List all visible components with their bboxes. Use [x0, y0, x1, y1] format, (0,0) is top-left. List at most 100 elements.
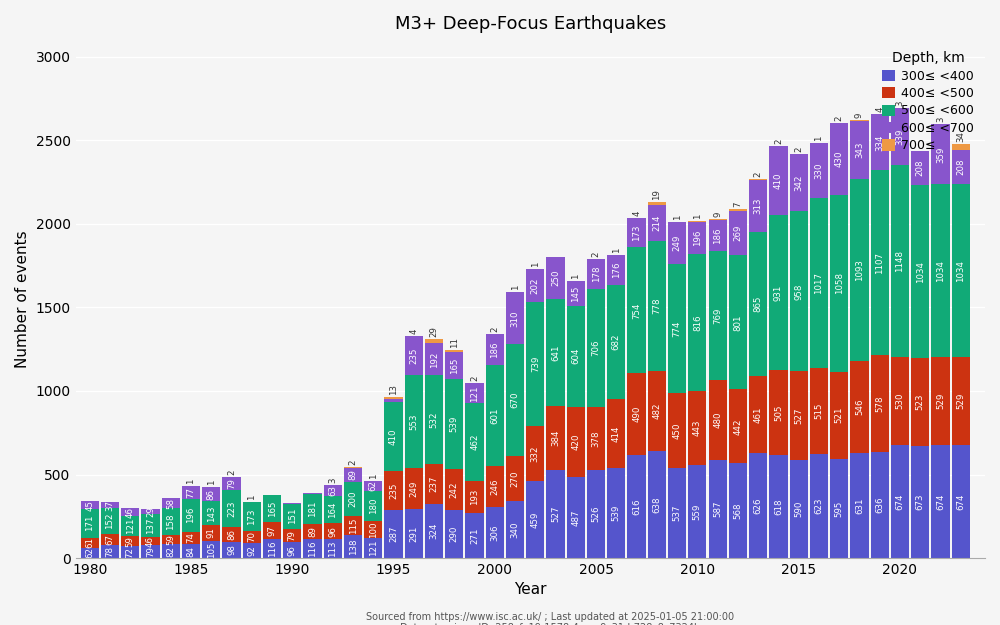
Text: 595: 595: [835, 500, 844, 516]
Title: M3+ Deep-Focus Earthquakes: M3+ Deep-Focus Earthquakes: [395, 15, 666, 33]
Text: 58: 58: [166, 498, 175, 509]
Bar: [425, 376, 443, 464]
Text: 480: 480: [713, 412, 722, 428]
Bar: [324, 523, 342, 539]
Text: 384: 384: [551, 430, 560, 446]
Bar: [526, 269, 544, 302]
Bar: [952, 144, 970, 149]
Bar: [749, 179, 767, 232]
Bar: [546, 470, 565, 558]
Bar: [506, 456, 524, 501]
Bar: [931, 124, 950, 184]
Text: 604: 604: [571, 348, 580, 364]
Text: 270: 270: [511, 471, 520, 487]
Bar: [324, 485, 342, 496]
Text: 67: 67: [105, 534, 114, 545]
Bar: [627, 455, 646, 558]
Bar: [790, 459, 808, 558]
Text: 9: 9: [713, 211, 722, 217]
Bar: [769, 455, 788, 558]
Text: 1: 1: [693, 214, 702, 219]
Text: 96: 96: [328, 526, 337, 537]
Text: 82: 82: [166, 546, 175, 557]
Text: 2: 2: [592, 251, 601, 257]
Text: 86: 86: [227, 529, 236, 540]
Bar: [567, 477, 585, 558]
Text: 116: 116: [308, 540, 317, 557]
Bar: [121, 508, 139, 516]
Text: 250: 250: [551, 269, 560, 286]
Bar: [101, 509, 119, 534]
Bar: [364, 521, 382, 538]
Bar: [243, 531, 261, 542]
Text: 165: 165: [268, 501, 277, 517]
Text: 1: 1: [531, 261, 540, 266]
Bar: [871, 170, 889, 355]
Text: 641: 641: [551, 344, 560, 361]
Text: 578: 578: [875, 395, 884, 412]
Text: 287: 287: [389, 526, 398, 542]
Bar: [121, 516, 139, 536]
Text: 269: 269: [733, 225, 742, 241]
Bar: [526, 481, 544, 558]
Text: 527: 527: [551, 506, 560, 522]
Text: 115: 115: [349, 517, 358, 534]
Text: 121: 121: [126, 518, 135, 534]
Text: 37: 37: [105, 500, 114, 511]
Text: 931: 931: [774, 284, 783, 301]
Text: 62: 62: [85, 548, 94, 558]
Bar: [850, 361, 869, 452]
Text: 96: 96: [288, 544, 297, 556]
Text: 515: 515: [814, 402, 823, 419]
Bar: [607, 285, 625, 399]
Bar: [222, 477, 241, 490]
Bar: [668, 393, 686, 468]
Bar: [607, 399, 625, 468]
Text: 186: 186: [713, 228, 722, 244]
Text: 340: 340: [511, 521, 520, 538]
Text: 443: 443: [693, 419, 702, 436]
Text: 180: 180: [369, 498, 378, 514]
Text: 72: 72: [126, 547, 135, 558]
Text: 192: 192: [430, 351, 439, 368]
Text: 1: 1: [369, 473, 378, 479]
Text: 958: 958: [794, 283, 803, 299]
Bar: [749, 376, 767, 454]
Text: 223: 223: [227, 501, 236, 517]
Text: 2: 2: [794, 146, 803, 152]
Text: 100: 100: [369, 521, 378, 538]
Bar: [303, 494, 322, 524]
Bar: [405, 468, 423, 509]
Text: 3: 3: [328, 478, 337, 482]
Bar: [648, 205, 666, 241]
Text: 98: 98: [227, 544, 236, 556]
Bar: [162, 544, 180, 558]
Text: 638: 638: [652, 496, 661, 513]
Text: 59: 59: [166, 534, 175, 545]
Text: 539: 539: [612, 505, 621, 521]
Text: 178: 178: [592, 266, 601, 282]
Text: 482: 482: [652, 403, 661, 419]
Text: 91: 91: [207, 528, 216, 538]
Bar: [688, 391, 706, 464]
Bar: [546, 257, 565, 299]
Bar: [952, 184, 970, 357]
Text: 420: 420: [571, 433, 580, 450]
Bar: [405, 336, 423, 376]
Text: 410: 410: [774, 173, 783, 189]
Text: 138: 138: [349, 538, 358, 555]
Text: 1: 1: [571, 274, 580, 279]
Text: 616: 616: [632, 498, 641, 515]
Bar: [445, 469, 463, 509]
Bar: [810, 143, 828, 198]
Bar: [243, 542, 261, 558]
Bar: [344, 535, 362, 558]
Bar: [931, 184, 950, 357]
Text: 9: 9: [855, 112, 864, 118]
Text: 89: 89: [308, 526, 317, 537]
Text: 79: 79: [288, 530, 297, 541]
Bar: [121, 536, 139, 546]
Bar: [749, 232, 767, 376]
Text: 523: 523: [916, 394, 925, 410]
Bar: [384, 471, 403, 510]
